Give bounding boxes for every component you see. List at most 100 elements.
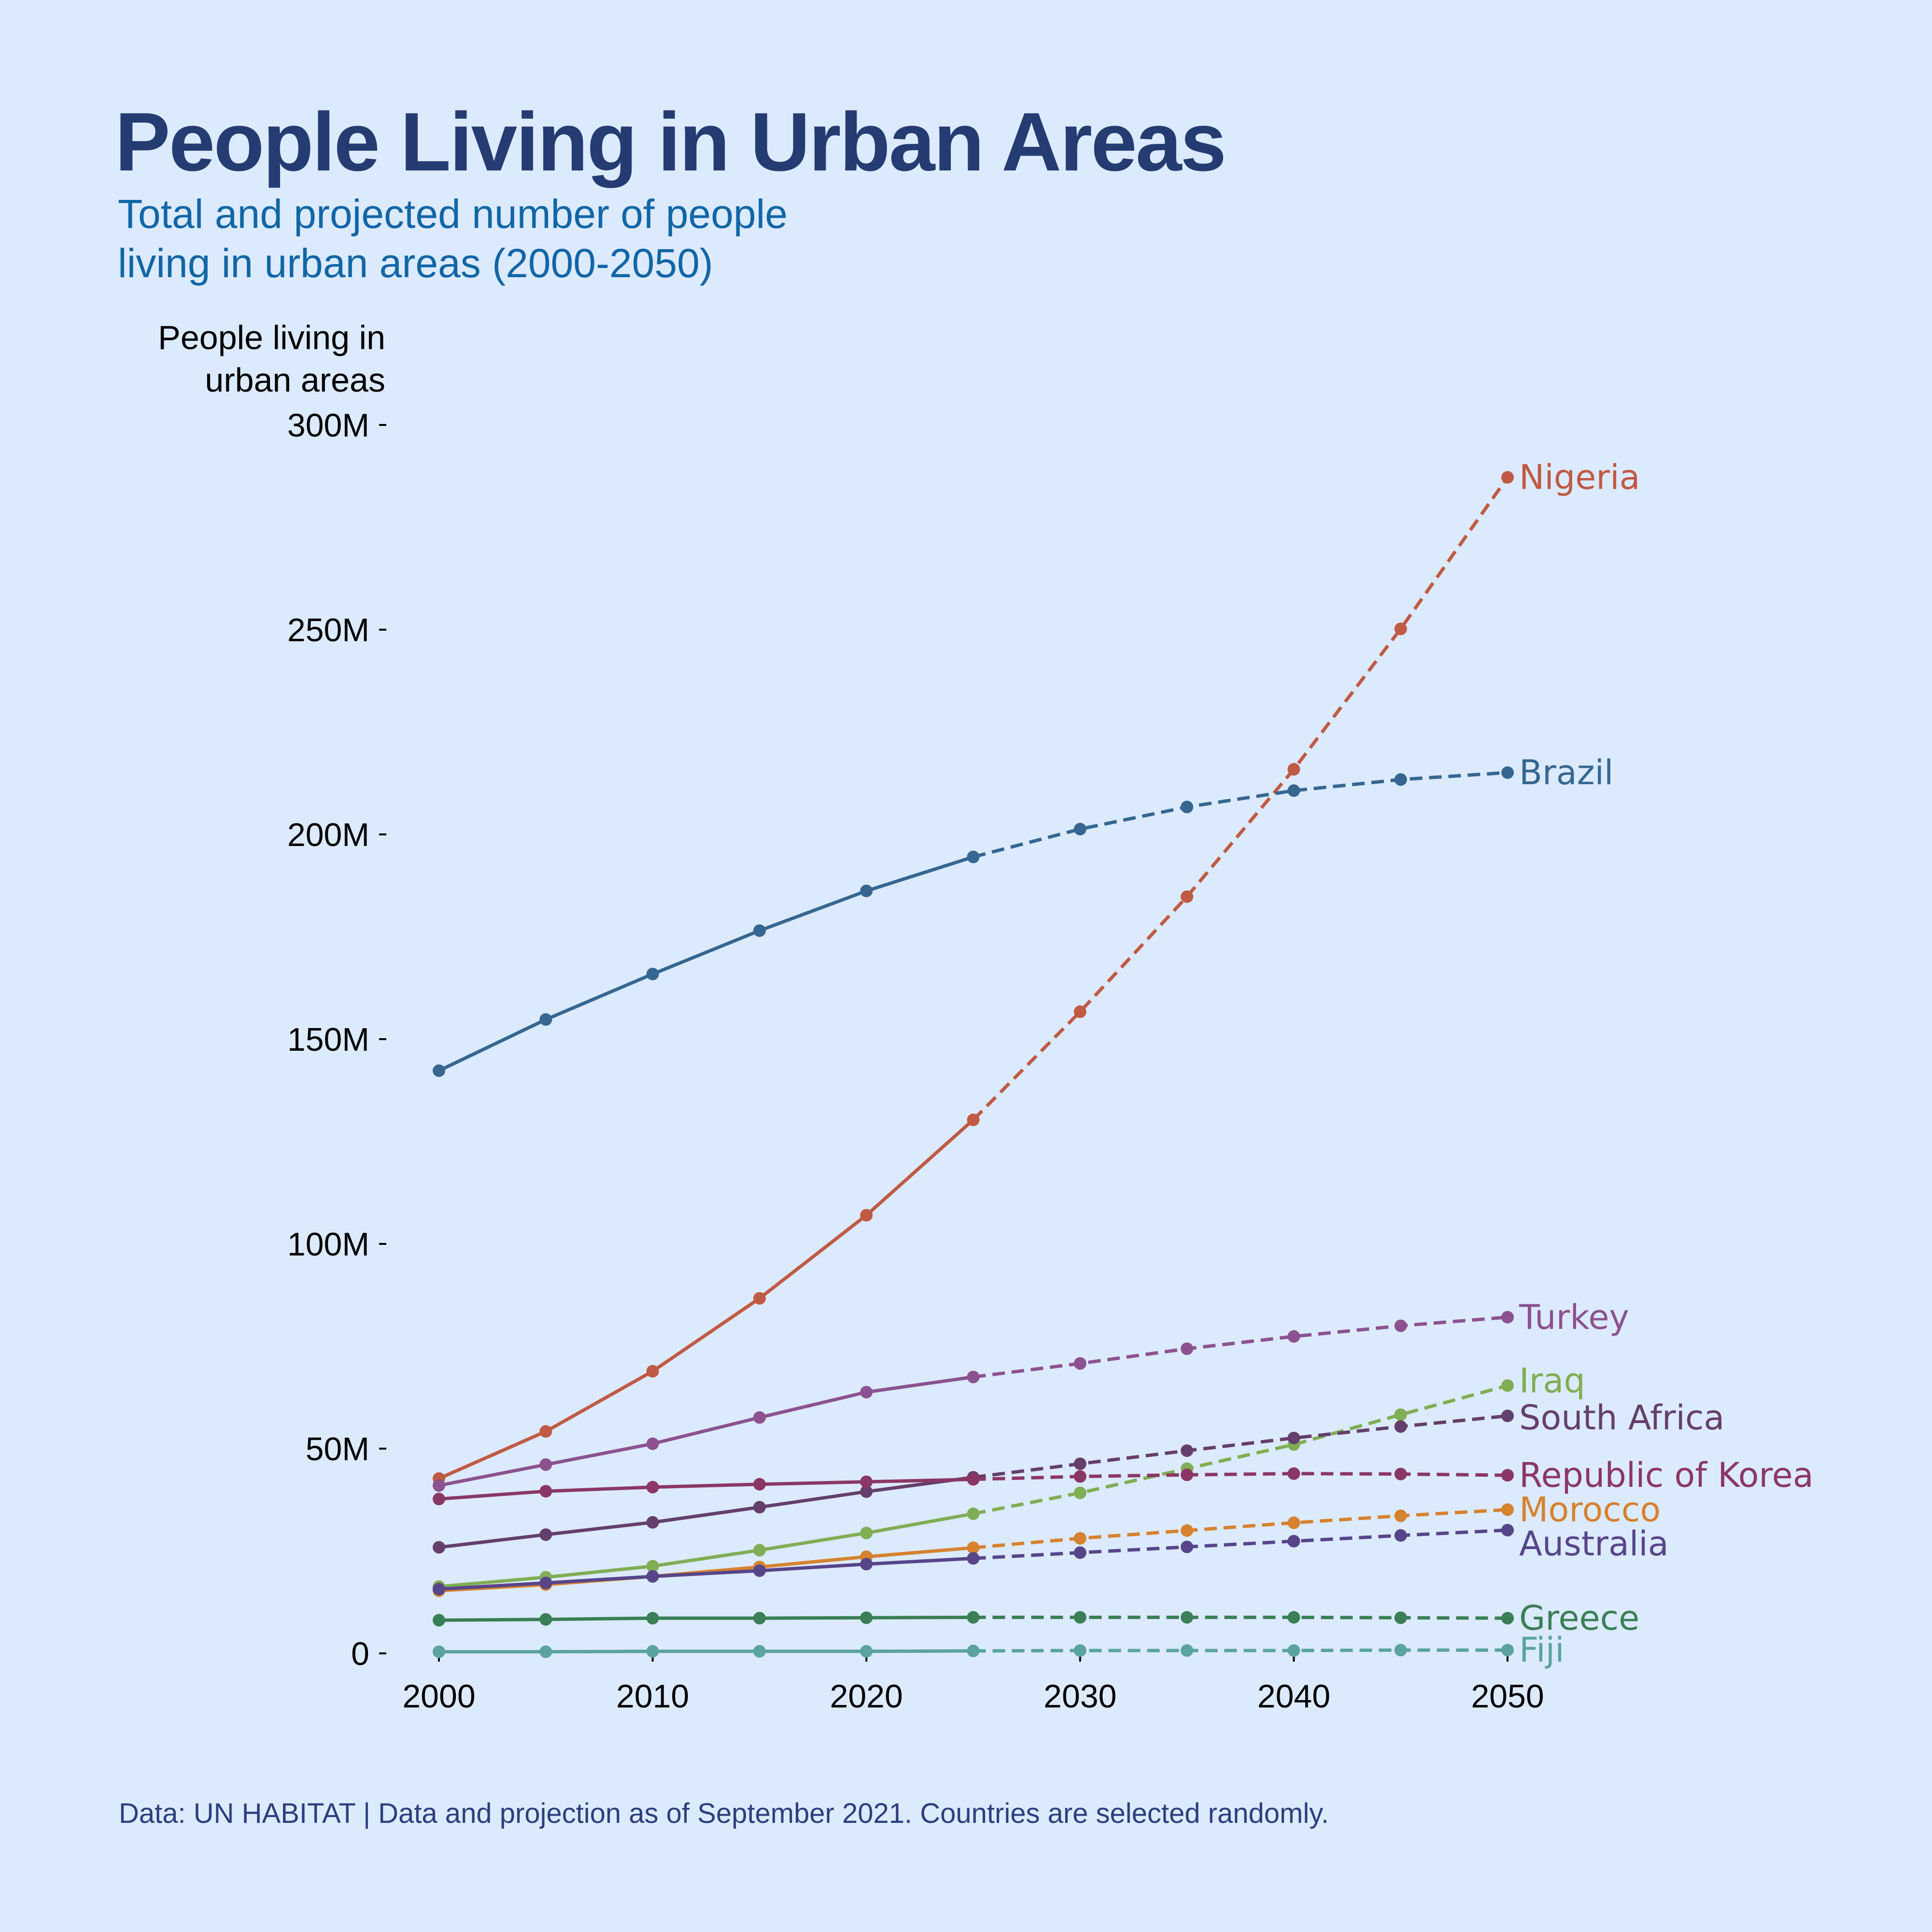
data-point xyxy=(860,1475,873,1488)
series-fiji xyxy=(433,1644,1514,1658)
data-point xyxy=(539,1485,552,1498)
data-point xyxy=(860,1526,873,1539)
data-point xyxy=(646,1570,659,1583)
data-point xyxy=(1073,1457,1086,1470)
series-greece xyxy=(433,1611,1514,1627)
data-point xyxy=(1181,1524,1194,1537)
y-tick-label: 100M xyxy=(287,1226,369,1263)
data-point xyxy=(1073,1357,1086,1370)
series-republic-of-korea xyxy=(433,1467,1514,1506)
y-tick-label: 250M xyxy=(287,612,369,649)
data-point xyxy=(1501,1644,1514,1657)
data-point xyxy=(1501,1410,1514,1423)
series-line-observed xyxy=(439,1649,973,1654)
data-point xyxy=(860,1485,873,1498)
series-label-nigeria: Nigeria xyxy=(1519,458,1640,497)
data-point xyxy=(753,1564,766,1577)
series-label-greece: Greece xyxy=(1519,1598,1639,1638)
data-point xyxy=(1394,1467,1407,1481)
data-point xyxy=(433,1064,445,1077)
data-point xyxy=(753,924,766,937)
data-point xyxy=(1073,822,1086,835)
data-point xyxy=(1287,784,1300,797)
series-line-projected xyxy=(972,476,1509,1121)
series-label-fiji: Fiji xyxy=(1519,1630,1565,1670)
series-label-morocco: Morocco xyxy=(1519,1490,1661,1529)
data-point xyxy=(860,885,873,898)
x-tick-label: 2000 xyxy=(402,1678,475,1715)
series-line-projected xyxy=(973,1315,1508,1379)
data-point xyxy=(1073,1486,1086,1499)
data-point xyxy=(1181,1540,1194,1553)
data-point xyxy=(539,1013,552,1026)
series-line-projected xyxy=(973,1384,1508,1516)
data-point xyxy=(1501,1311,1514,1324)
data-point xyxy=(539,1577,552,1590)
data-point xyxy=(860,1209,873,1222)
data-point xyxy=(1287,1330,1300,1343)
series-label-australia: Australia xyxy=(1519,1524,1669,1564)
data-point xyxy=(753,1501,766,1514)
series-layer xyxy=(433,471,1514,1658)
data-point xyxy=(1287,1431,1300,1444)
data-point xyxy=(433,1582,445,1595)
data-point xyxy=(1394,622,1407,635)
series-australia xyxy=(433,1523,1514,1595)
series-line-observed xyxy=(438,1556,973,1591)
series-label-turkey: Turkey xyxy=(1519,1297,1629,1337)
data-point xyxy=(860,1558,873,1571)
data-point xyxy=(1394,1420,1407,1433)
data-point xyxy=(433,1479,445,1492)
data-point xyxy=(433,1645,445,1658)
data-point xyxy=(967,1644,980,1657)
series-line-observed xyxy=(438,1475,973,1549)
x-axis: 2000 2010 2020 2030 2040 2050 xyxy=(402,1654,1544,1715)
data-point xyxy=(860,1385,873,1398)
data-point xyxy=(1501,1523,1514,1537)
data-point xyxy=(1287,763,1300,776)
x-tick-label: 2020 xyxy=(830,1678,903,1715)
data-point xyxy=(1181,1342,1194,1355)
data-point xyxy=(1181,1468,1194,1481)
data-point xyxy=(1073,1546,1086,1559)
y-tick-label: 0 xyxy=(351,1636,369,1672)
data-point xyxy=(433,1614,445,1627)
data-point xyxy=(1394,1408,1407,1421)
data-point xyxy=(1287,1467,1300,1480)
data-point xyxy=(539,1613,552,1626)
series-label-iraq: Iraq xyxy=(1519,1361,1585,1400)
chart-subtitle: Total and projected number of people liv… xyxy=(118,189,939,288)
data-point xyxy=(1394,1529,1407,1542)
data-point xyxy=(753,1544,766,1557)
data-point xyxy=(967,1114,980,1127)
series-nigeria xyxy=(433,471,1514,1485)
data-point xyxy=(1181,1444,1194,1457)
series-line-projected xyxy=(973,771,1508,859)
data-point xyxy=(1073,1005,1086,1018)
data-point xyxy=(753,1645,766,1658)
series-line-projected xyxy=(973,1508,1508,1550)
series-line-observed xyxy=(438,1615,973,1622)
data-point xyxy=(967,1370,980,1383)
series-line-observed xyxy=(438,1478,973,1501)
series-line-observed xyxy=(438,1512,974,1589)
data-point xyxy=(1181,801,1194,814)
x-tick-label: 2050 xyxy=(1471,1678,1544,1715)
subtitle-line-1: Total and projected number of people xyxy=(118,191,788,237)
data-point xyxy=(967,1473,980,1486)
data-point xyxy=(1287,1535,1300,1548)
data-point xyxy=(967,850,980,863)
series-line-projected xyxy=(973,1414,1508,1479)
x-tick-label: 2040 xyxy=(1257,1678,1330,1715)
data-point xyxy=(1394,1644,1407,1657)
data-point xyxy=(860,1611,873,1624)
data-point xyxy=(646,1437,659,1450)
data-point xyxy=(1394,1509,1407,1523)
data-point xyxy=(646,1645,659,1658)
series-label-brazil: Brazil xyxy=(1519,753,1613,792)
data-point xyxy=(1394,773,1407,786)
series-label-republic-of-korea: Republic of Korea xyxy=(1519,1455,1814,1495)
chart-title: People Living in Urban Areas xyxy=(115,96,1227,188)
data-point xyxy=(1287,1516,1300,1529)
data-point xyxy=(1501,1612,1514,1625)
